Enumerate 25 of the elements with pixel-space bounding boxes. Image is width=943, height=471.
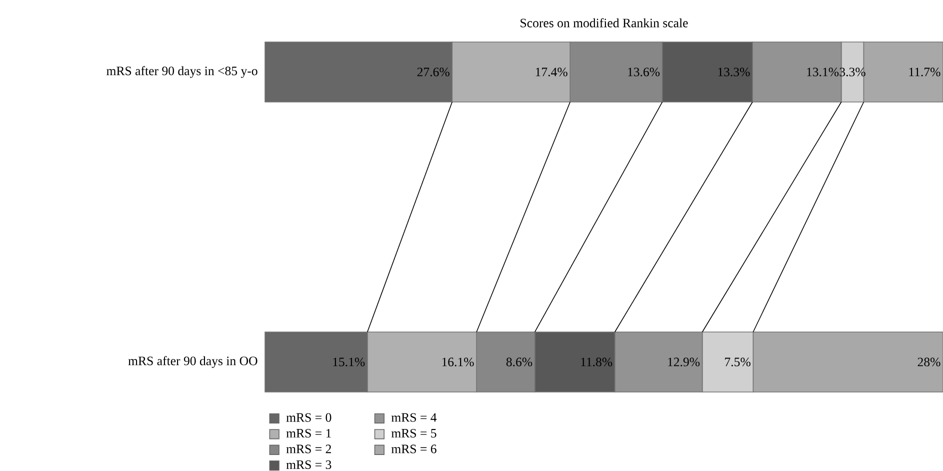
legend-label: mRS = 2	[286, 444, 331, 454]
data-label: 8.6%	[506, 358, 532, 366]
bar	[752, 332, 943, 392]
data-label: 12.9%	[668, 358, 700, 366]
data-label: 11.7%	[909, 68, 940, 76]
data-label: 7.5%	[725, 358, 750, 366]
data-label: 13.3%	[718, 68, 750, 76]
data-label: 28%	[918, 358, 940, 366]
legend-label: mRS = 5	[391, 428, 436, 438]
legend-label: mRS = 3	[286, 460, 332, 469]
legend-label: mRS = 4	[391, 413, 437, 422]
data-label: 27.6%	[417, 68, 450, 76]
data-label: 11.8%	[581, 358, 612, 366]
data-label: 15.1%	[333, 358, 365, 366]
data-label: 16.1%	[442, 358, 474, 366]
data-label: 3.3%	[840, 68, 866, 76]
legend-label: mRS = 1	[286, 428, 331, 438]
text: Scores on modified Rankin scale	[520, 18, 688, 28]
y-tick-label: mRS after 90 days in <85 y-o	[106, 66, 258, 78]
data-label: 17.4%	[536, 68, 568, 76]
legend-label: mRS = 6	[391, 444, 436, 454]
y-tick-label: mRS after 90 days in OO	[128, 356, 258, 368]
data-label: 13.1%	[807, 68, 839, 76]
legend-label: mRS = 0	[286, 413, 332, 422]
data-label: 13.6%	[628, 68, 660, 76]
